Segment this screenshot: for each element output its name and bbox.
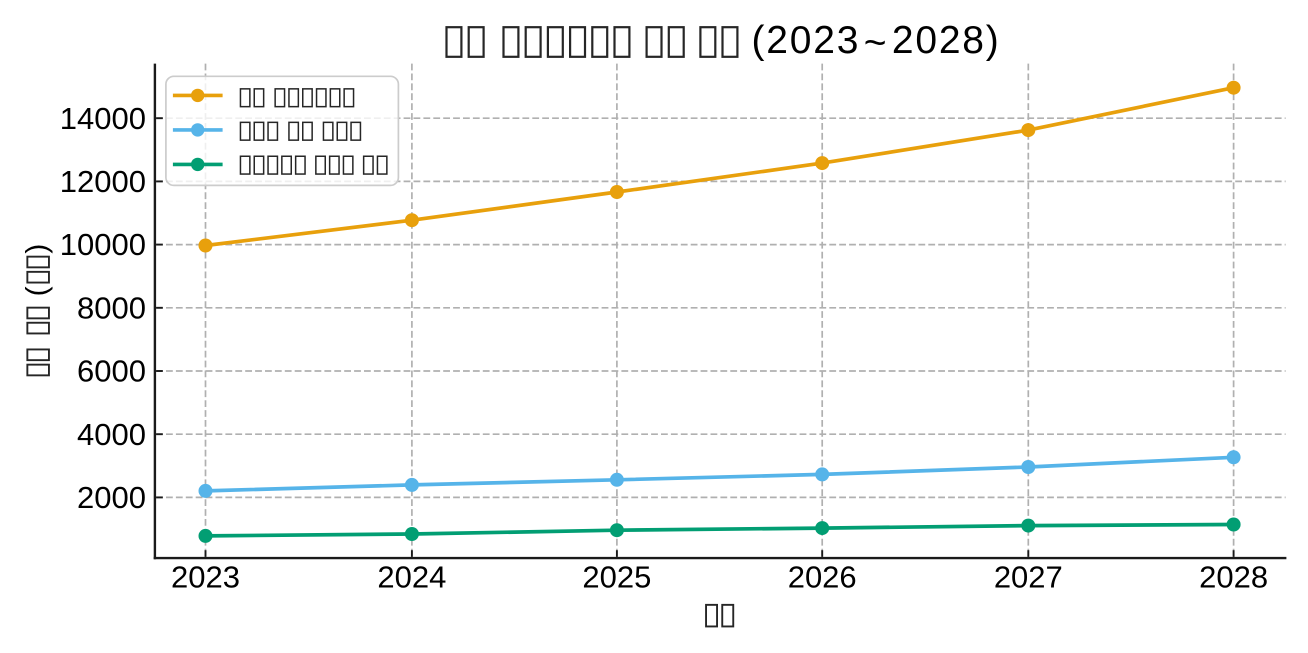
svg-text:2023: 2023	[171, 559, 240, 594]
svg-text:2025: 2025	[582, 559, 651, 594]
svg-text:2000: 2000	[77, 480, 146, 515]
svg-text:6000: 6000	[77, 354, 146, 389]
svg-text:8000: 8000	[77, 290, 146, 325]
svg-text:12000: 12000	[60, 164, 146, 199]
svg-text:10000: 10000	[60, 227, 146, 262]
svg-text:(: (	[20, 286, 53, 296]
svg-text:(2023~2028): (2023~2028)	[752, 19, 1001, 65]
svg-text:2027: 2027	[994, 559, 1063, 594]
svg-text:4000: 4000	[77, 417, 146, 452]
svg-text:2028: 2028	[1199, 559, 1268, 594]
svg-text:): )	[20, 244, 53, 254]
svg-text:2026: 2026	[788, 559, 857, 594]
svg-text:14000: 14000	[60, 101, 146, 136]
svg-text:2024: 2024	[377, 559, 446, 594]
